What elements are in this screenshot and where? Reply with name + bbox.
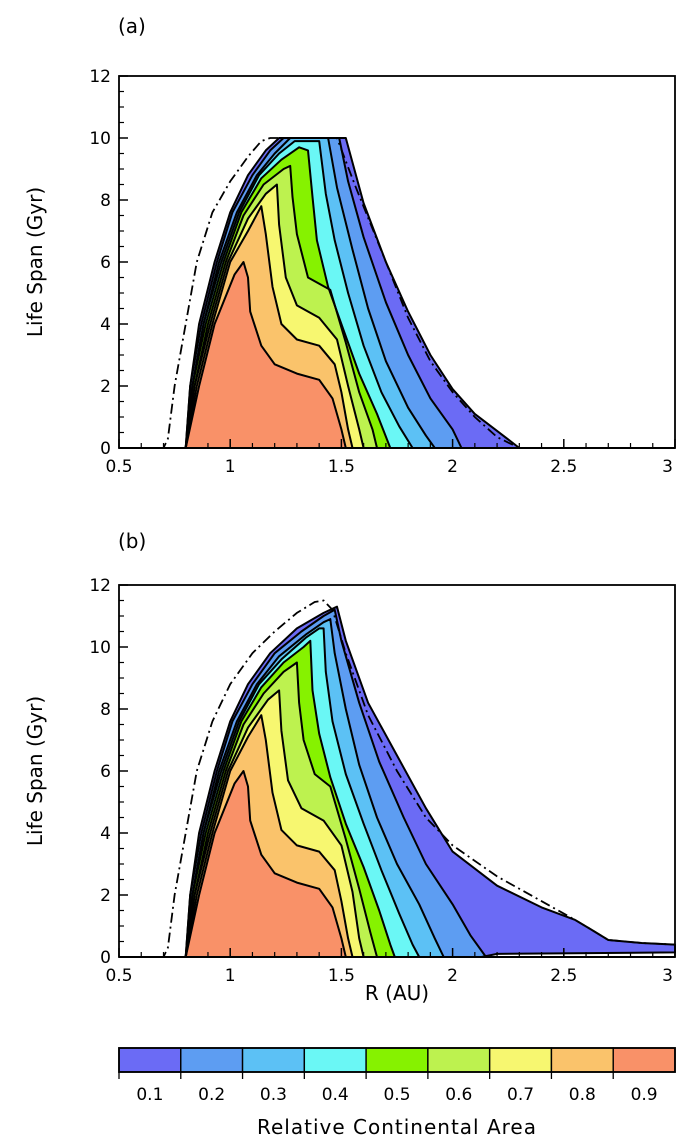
panel-a-dashdot-curve <box>119 137 675 449</box>
x-tick-label: 1.5 <box>328 966 355 986</box>
x-tick-label: 3 <box>662 457 673 477</box>
panel-b-xlabel: R (AU) <box>365 981 429 1005</box>
contour-fill-0.9 <box>185 771 346 957</box>
contour-line-0.7 <box>184 183 365 449</box>
contour-line-0.8 <box>184 205 354 449</box>
contour-line-0.9 <box>184 261 347 449</box>
colorbar-label: 0.7 <box>507 1085 534 1105</box>
colorbar-label: 0.3 <box>260 1085 287 1105</box>
x-tick-label: 2.5 <box>550 966 577 986</box>
contour-line-0.8 <box>184 714 354 958</box>
panel-b-ticks: 0.5 1 1.5 2 2.5 3 0 2 4 6 8 10 12 <box>89 576 676 986</box>
dashdot-curve <box>119 599 676 958</box>
colorbar-cell <box>427 1047 491 1073</box>
colorbar-label: 0.6 <box>445 1085 472 1105</box>
panel-b-contour-fills <box>185 606 675 957</box>
y-tick-label: 2 <box>100 886 111 906</box>
y-tick-label: 6 <box>100 762 111 782</box>
contour-line-0.5 <box>184 639 396 958</box>
contour-line-0.9 <box>184 770 347 958</box>
y-tick-label: 10 <box>89 129 111 149</box>
y-tick-label: 12 <box>89 67 111 87</box>
x-tick-label: 2.5 <box>550 457 577 477</box>
panel-b-label: (b) <box>118 529 146 553</box>
y-tick-label: 0 <box>100 948 111 968</box>
y-tick-label: 4 <box>100 315 111 335</box>
colorbar-cell <box>365 1047 429 1073</box>
contour-line-0.2 <box>184 608 487 958</box>
x-tick-label: 2 <box>447 457 458 477</box>
y-tick-label: 4 <box>100 824 111 844</box>
x-tick-label: 1 <box>225 457 236 477</box>
colorbar-cell <box>612 1047 676 1073</box>
colorbar-label: 0.9 <box>631 1085 658 1105</box>
x-tick-label: 1 <box>225 966 236 986</box>
contour-line-0.5 <box>184 146 392 449</box>
y-tick-label: 12 <box>89 576 111 596</box>
contour-line-0.6 <box>184 164 378 449</box>
colorbar-label: 0.5 <box>383 1085 410 1105</box>
contour-line-0.7 <box>184 689 365 958</box>
y-tick-label: 8 <box>100 700 111 720</box>
y-tick-label: 8 <box>100 191 111 211</box>
y-tick-label: 6 <box>100 253 111 273</box>
panel-b-dashdot-curve <box>119 599 676 958</box>
colorbar-cells <box>118 1047 676 1073</box>
y-tick-label: 2 <box>100 377 111 397</box>
panel-a: (a) 0.5 1 1.5 2 2.5 3 0 2 4 6 8 10 12 Life Span (Gyr… <box>23 14 676 477</box>
colorbar: 0.1 0.2 0.3 0.4 0.5 0.6 0.7 0.8 0.9 Relative Con… <box>118 1047 676 1139</box>
colorbar-label: 0.8 <box>569 1085 596 1105</box>
colorbar-cell <box>241 1047 306 1073</box>
contour-line-0.1 <box>184 137 520 449</box>
y-tick-label: 10 <box>89 638 111 658</box>
colorbar-label: 0.4 <box>322 1085 349 1105</box>
contour-fill-0.9 <box>185 262 346 448</box>
colorbar-cell <box>180 1047 244 1073</box>
contour-line-0.4 <box>184 627 421 958</box>
x-tick-label: 3 <box>662 966 673 986</box>
colorbar-label: 0.1 <box>136 1085 163 1105</box>
contour-line-0.6 <box>184 661 378 958</box>
contour-line-0.3 <box>184 618 445 958</box>
panel-a-ticks: 0.5 1 1.5 2 2.5 3 0 2 4 6 8 10 12 <box>89 67 676 477</box>
panel-b: (b) 0.5 1 1.5 2 2.5 3 0 2 4 6 8 10 12 Life Span (Gyr… <box>23 529 676 1005</box>
colorbar-cell <box>118 1047 182 1073</box>
x-tick-label: 0.5 <box>105 966 132 986</box>
dashdot-curve <box>119 137 675 449</box>
contour-line-0.4 <box>184 140 414 449</box>
colorbar-frame <box>118 1047 676 1073</box>
colorbar-label: 0.2 <box>198 1085 225 1105</box>
x-tick-label: 1.5 <box>328 457 355 477</box>
panel-a-label: (a) <box>118 14 146 38</box>
panel-a-ylabel: Life Span (Gyr) <box>23 187 47 337</box>
contour-line-0.1 <box>184 605 676 958</box>
y-tick-label: 0 <box>100 439 111 459</box>
colorbar-title: Relative Continental Area <box>257 1115 537 1139</box>
colorbar-cell <box>488 1047 553 1073</box>
x-tick-label: 2 <box>447 966 458 986</box>
x-tick-label: 0.5 <box>105 457 132 477</box>
panel-b-ylabel: Life Span (Gyr) <box>23 696 47 846</box>
colorbar-labels: 0.1 0.2 0.3 0.4 0.5 0.6 0.7 0.8 0.9 <box>118 1072 658 1105</box>
colorbar-cell <box>303 1047 367 1073</box>
colorbar-cell <box>550 1047 614 1073</box>
